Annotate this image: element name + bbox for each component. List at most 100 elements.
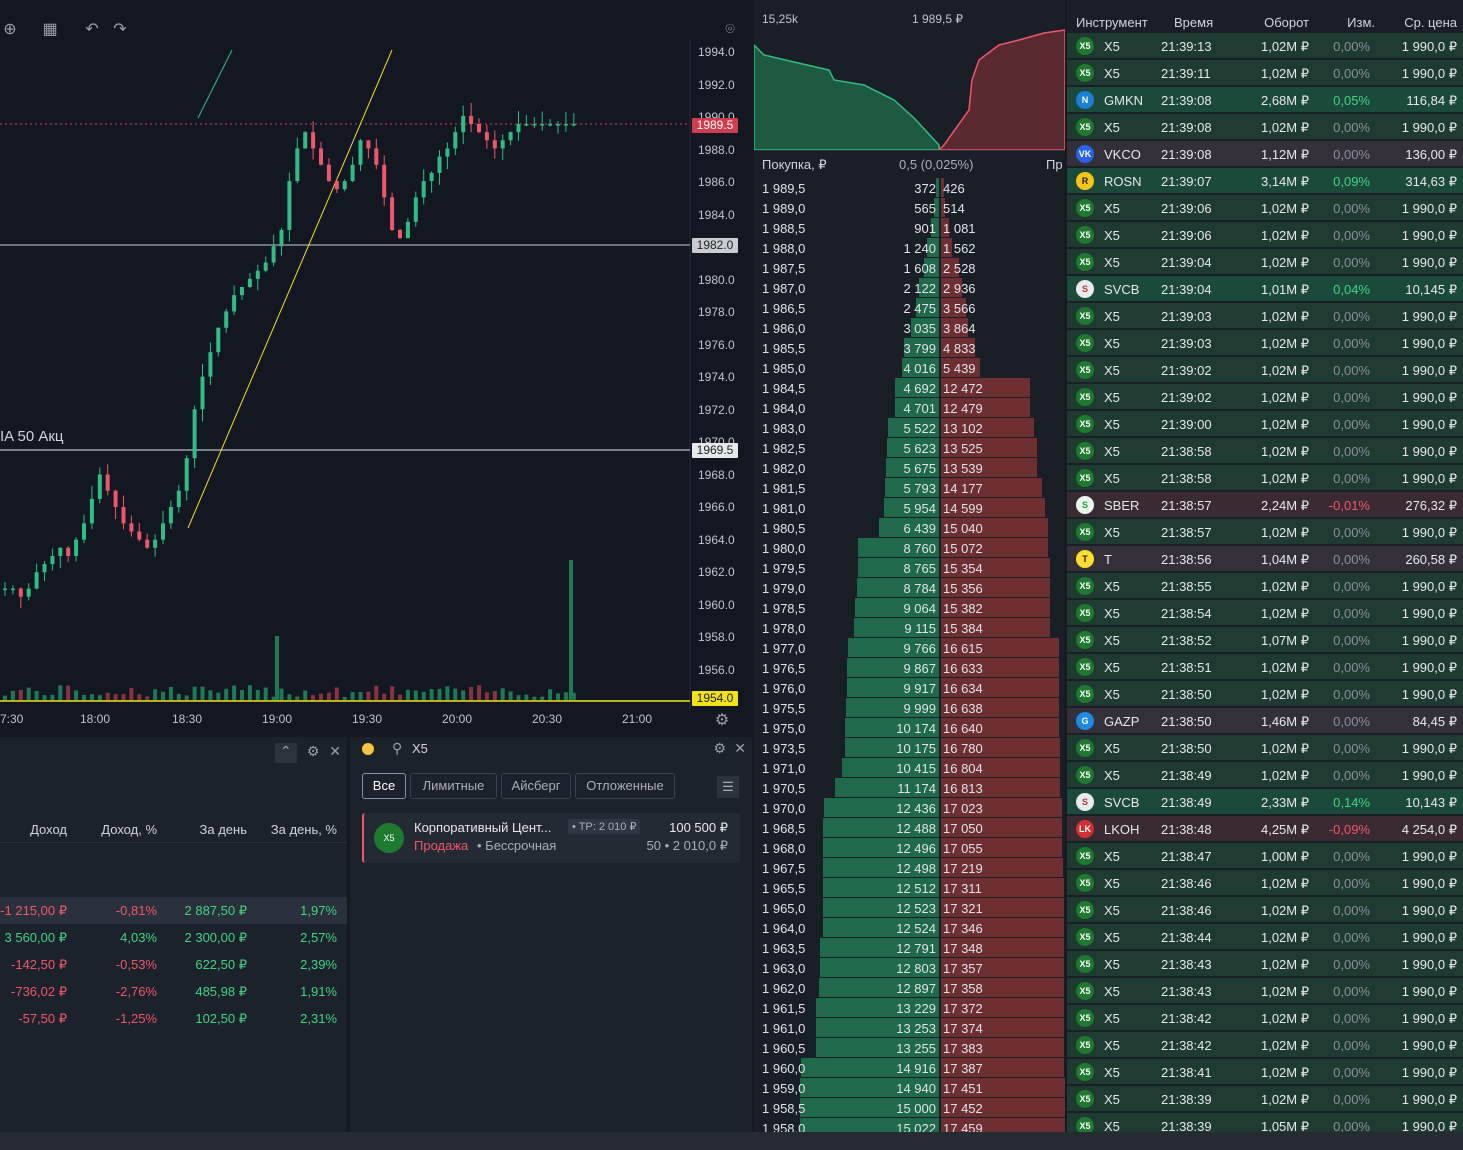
trade-row[interactable]: S SBER 21:38:57 2,24M ₽ -0,01% 276,32 ₽ bbox=[1067, 492, 1463, 518]
orderbook-row[interactable]: 1 963,5 12 791 17 348 bbox=[754, 938, 1065, 958]
trade-row[interactable]: T T 21:38:56 1,04M ₽ 0,00% 260,58 ₽ bbox=[1067, 546, 1463, 572]
table-row[interactable]: -1 215,00 ₽ -0,81% 2 887,50 ₽ 1,97% bbox=[0, 897, 347, 924]
trade-row[interactable]: LK LKOH 21:38:48 4,25M ₽ -0,09% 4 254,0 ₽ bbox=[1067, 816, 1463, 842]
trade-row[interactable]: X5 X5 21:38:49 1,02M ₽ 0,00% 1 990,0 ₽ bbox=[1067, 762, 1463, 788]
orderbook-row[interactable]: 1 976,0 9 917 16 634 bbox=[754, 678, 1065, 698]
trade-row[interactable]: X5 X5 21:39:13 1,02M ₽ 0,00% 1 990,0 ₽ bbox=[1067, 33, 1463, 59]
orderbook-row[interactable]: 1 987,0 2 122 2 936 bbox=[754, 278, 1065, 298]
orderbook-row[interactable]: 1 981,0 5 954 14 599 bbox=[754, 498, 1065, 518]
trade-row[interactable]: X5 X5 21:39:06 1,02M ₽ 0,00% 1 990,0 ₽ bbox=[1067, 195, 1463, 221]
orderbook-row[interactable]: 1 989,0 565 514 bbox=[754, 198, 1065, 218]
trade-row[interactable]: R ROSN 21:39:07 3,14M ₽ 0,09% 314,63 ₽ bbox=[1067, 168, 1463, 194]
orderbook-row[interactable]: 1 989,5 372 426 bbox=[754, 178, 1065, 198]
orderbook-row[interactable]: 1 979,0 8 784 15 356 bbox=[754, 578, 1065, 598]
tab-limit[interactable]: Лимитные bbox=[410, 773, 497, 799]
trade-row[interactable]: X5 X5 21:39:02 1,02M ₽ 0,00% 1 990,0 ₽ bbox=[1067, 384, 1463, 410]
trade-row[interactable]: X5 X5 21:38:44 1,02M ₽ 0,00% 1 990,0 ₽ bbox=[1067, 924, 1463, 950]
chevron-up-icon[interactable]: ⌃ bbox=[274, 743, 297, 763]
trade-row[interactable]: X5 X5 21:38:39 1,05M ₽ 0,00% 1 990,0 ₽ bbox=[1067, 1113, 1463, 1132]
orderbook-row[interactable]: 1 985,0 4 016 5 439 bbox=[754, 358, 1065, 378]
close-icon[interactable]: ✕ bbox=[329, 743, 341, 759]
trade-row[interactable]: X5 X5 21:38:50 1,02M ₽ 0,00% 1 990,0 ₽ bbox=[1067, 681, 1463, 707]
trade-row[interactable]: X5 X5 21:38:55 1,02M ₽ 0,00% 1 990,0 ₽ bbox=[1067, 573, 1463, 599]
orderbook-row[interactable]: 1 963,0 12 803 17 357 bbox=[754, 958, 1065, 978]
undo-icon[interactable]: ↶ bbox=[85, 21, 99, 38]
orderbook-row[interactable]: 1 968,0 12 496 17 055 bbox=[754, 838, 1065, 858]
trade-row[interactable]: G GAZP 21:38:50 1,46M ₽ 0,00% 84,45 ₽ bbox=[1067, 708, 1463, 734]
orderbook-row[interactable]: 1 985,5 3 799 4 833 bbox=[754, 338, 1065, 358]
trade-row[interactable]: X5 X5 21:38:57 1,02M ₽ 0,00% 1 990,0 ₽ bbox=[1067, 519, 1463, 545]
orderbook-row[interactable]: 1 979,5 8 765 15 354 bbox=[754, 558, 1065, 578]
orderbook-row[interactable]: 1 958,0 15 022 17 459 bbox=[754, 1118, 1065, 1132]
orderbook-row[interactable]: 1 986,5 2 475 3 566 bbox=[754, 298, 1065, 318]
orderbook-row[interactable]: 1 960,0 14 916 17 387 bbox=[754, 1058, 1065, 1078]
orderbook-row[interactable]: 1 984,5 4 692 12 472 bbox=[754, 378, 1065, 398]
col-header[interactable]: Время bbox=[1174, 15, 1214, 30]
order-card[interactable]: X5 Корпоративный Цент... • TP: 2 010 ₽ 1… bbox=[362, 813, 740, 863]
orderbook-row[interactable]: 1 965,0 12 523 17 321 bbox=[754, 898, 1065, 918]
orderbook-row[interactable]: 1 975,5 9 999 16 638 bbox=[754, 698, 1065, 718]
trade-row[interactable]: VK VKCO 21:39:08 1,12M ₽ 0,00% 136,00 ₽ bbox=[1067, 141, 1463, 167]
trade-row[interactable]: X5 X5 21:39:11 1,02M ₽ 0,00% 1 990,0 ₽ bbox=[1067, 60, 1463, 86]
orderbook-row[interactable]: 1 982,0 5 675 13 539 bbox=[754, 458, 1065, 478]
trade-row[interactable]: X5 X5 21:38:51 1,02M ₽ 0,00% 1 990,0 ₽ bbox=[1067, 654, 1463, 680]
price-chart[interactable]: ⊕ ▦ ↶ ↷ ⌾ IA 50 Акц 1994.0 1992.0 1990.0 19… bbox=[0, 0, 752, 735]
redo-icon[interactable]: ↷ bbox=[113, 21, 127, 38]
orderbook-row[interactable]: 1 984,0 4 701 12 479 bbox=[754, 398, 1065, 418]
orderbook-row[interactable]: 1 965,5 12 512 17 311 bbox=[754, 878, 1065, 898]
table-row[interactable]: 3 560,00 ₽ 4,03% 2 300,00 ₽ 2,57% bbox=[0, 924, 347, 951]
table-row[interactable]: -736,02 ₽ -2,76% 485,98 ₽ 1,91% bbox=[0, 978, 347, 1005]
trade-row[interactable]: X5 X5 21:39:04 1,02M ₽ 0,00% 1 990,0 ₽ bbox=[1067, 249, 1463, 275]
orderbook-row[interactable]: 1 980,5 6 439 15 040 bbox=[754, 518, 1065, 538]
trade-row[interactable]: X5 X5 21:39:06 1,02M ₽ 0,00% 1 990,0 ₽ bbox=[1067, 222, 1463, 248]
tab-all[interactable]: Все bbox=[362, 773, 406, 799]
orderbook-row[interactable]: 1 971,0 10 415 16 804 bbox=[754, 758, 1065, 778]
trade-row[interactable]: X5 X5 21:38:46 1,02M ₽ 0,00% 1 990,0 ₽ bbox=[1067, 870, 1463, 896]
col-header[interactable]: Доход bbox=[30, 822, 67, 837]
orderbook-row[interactable]: 1 959,0 14 940 17 451 bbox=[754, 1078, 1065, 1098]
orderbook-row[interactable]: 1 970,0 12 436 17 023 bbox=[754, 798, 1065, 818]
gear-icon[interactable]: ⚙ bbox=[306, 743, 320, 759]
trade-row[interactable]: X5 X5 21:39:00 1,02M ₽ 0,00% 1 990,0 ₽ bbox=[1067, 411, 1463, 437]
trade-row[interactable]: X5 X5 21:38:54 1,02M ₽ 0,00% 1 990,0 ₽ bbox=[1067, 600, 1463, 626]
orderbook-row[interactable]: 1 960,5 13 255 17 383 bbox=[754, 1038, 1065, 1058]
orderbook-row[interactable]: 1 975,0 10 174 16 640 bbox=[754, 718, 1065, 738]
tab-iceberg[interactable]: Айсберг bbox=[501, 773, 571, 799]
col-header[interactable]: Оборот bbox=[1264, 15, 1309, 30]
orderbook-row[interactable]: 1 983,0 5 522 13 102 bbox=[754, 418, 1065, 438]
add-icon[interactable]: ⊕ bbox=[3, 21, 17, 38]
tab-deferred[interactable]: Отложенные bbox=[575, 773, 675, 799]
table-row[interactable]: -142,50 ₽ -0,53% 622,50 ₽ 2,39% bbox=[0, 951, 347, 978]
orderbook-row[interactable]: 1 981,5 5 793 14 177 bbox=[754, 478, 1065, 498]
trade-row[interactable]: N GMKN 21:39:08 2,68M ₽ 0,05% 116,84 ₽ bbox=[1067, 87, 1463, 113]
trade-row[interactable]: X5 X5 21:38:58 1,02M ₽ 0,00% 1 990,0 ₽ bbox=[1067, 438, 1463, 464]
orderbook-row[interactable]: 1 962,0 12 897 17 358 bbox=[754, 978, 1065, 998]
trade-row[interactable]: X5 X5 21:39:08 1,02M ₽ 0,00% 1 990,0 ₽ bbox=[1067, 114, 1463, 140]
trade-row[interactable]: X5 X5 21:39:02 1,02M ₽ 0,00% 1 990,0 ₽ bbox=[1067, 357, 1463, 383]
close-icon[interactable]: ✕ bbox=[734, 740, 746, 756]
trade-row[interactable]: X5 X5 21:38:42 1,02M ₽ 0,00% 1 990,0 ₽ bbox=[1067, 1005, 1463, 1031]
col-header[interactable]: Ср. цена bbox=[1404, 15, 1457, 30]
candlestick-plot[interactable] bbox=[0, 0, 752, 735]
search-icon[interactable]: ⚲ bbox=[392, 740, 403, 756]
orderbook-row[interactable]: 1 967,5 12 498 17 219 bbox=[754, 858, 1065, 878]
layout-grid-icon[interactable]: ▦ bbox=[42, 21, 58, 38]
orderbook-row[interactable]: 1 958,5 15 000 17 452 bbox=[754, 1098, 1065, 1118]
trade-row[interactable]: X5 X5 21:38:43 1,02M ₽ 0,00% 1 990,0 ₽ bbox=[1067, 978, 1463, 1004]
clear-filter-icon[interactable]: ☰ bbox=[717, 776, 739, 798]
orderbook-row[interactable]: 1 978,5 9 064 15 382 bbox=[754, 598, 1065, 618]
trade-row[interactable]: X5 X5 21:38:42 1,02M ₽ 0,00% 1 990,0 ₽ bbox=[1067, 1032, 1463, 1058]
trade-row[interactable]: X5 X5 21:38:50 1,02M ₽ 0,00% 1 990,0 ₽ bbox=[1067, 735, 1463, 761]
col-header[interactable]: Инструмент bbox=[1076, 15, 1148, 30]
orderbook-row[interactable]: 1 987,5 1 608 2 528 bbox=[754, 258, 1065, 278]
search-value[interactable]: X5 bbox=[412, 741, 428, 756]
table-row[interactable]: -57,50 ₽ -1,25% 102,50 ₽ 2,31% bbox=[0, 1005, 347, 1032]
trade-row[interactable]: S SVCB 21:38:49 2,33M ₽ 0,14% 10,143 ₽ bbox=[1067, 789, 1463, 815]
gear-icon[interactable]: ⚙ bbox=[713, 740, 726, 756]
trade-row[interactable]: X5 X5 21:39:03 1,02M ₽ 0,00% 1 990,0 ₽ bbox=[1067, 330, 1463, 356]
col-header[interactable]: Изм. bbox=[1347, 15, 1375, 30]
orderbook-row[interactable]: 1 986,0 3 035 3 864 bbox=[754, 318, 1065, 338]
orderbook-row[interactable]: 1 961,0 13 253 17 374 bbox=[754, 1018, 1065, 1038]
camera-icon[interactable]: ⌾ bbox=[725, 21, 735, 38]
orderbook-row[interactable]: 1 968,5 12 488 17 050 bbox=[754, 818, 1065, 838]
